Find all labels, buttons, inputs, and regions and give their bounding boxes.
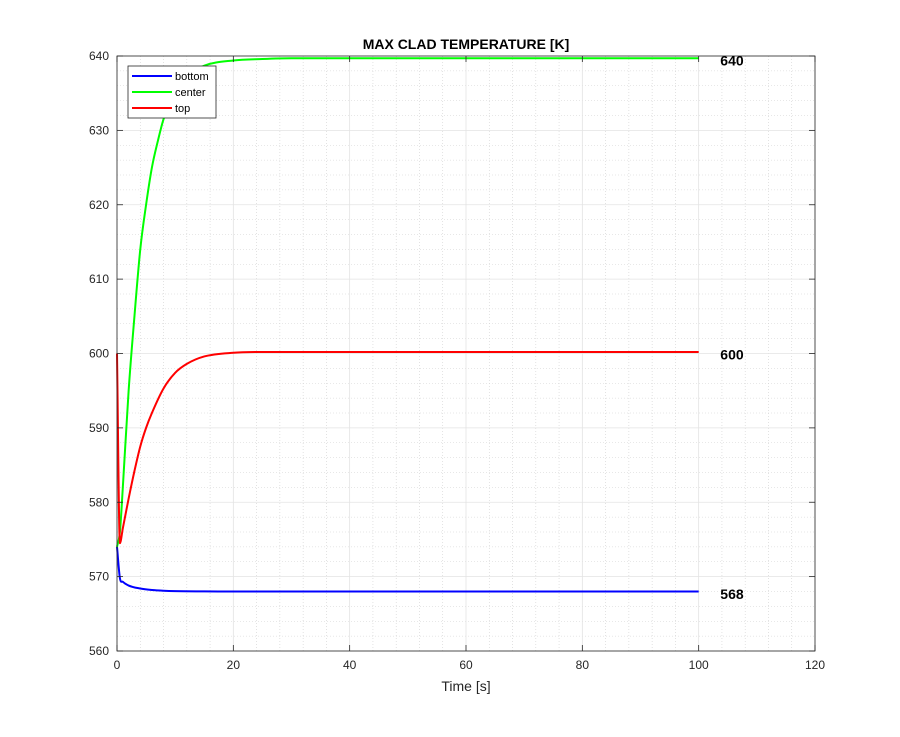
- x-tick-label: 80: [576, 658, 590, 672]
- axis-ticks: [116, 55, 816, 652]
- annotations: 640 600 568: [720, 53, 744, 602]
- y-tick-label: 560: [89, 644, 109, 658]
- legend-label-bottom: bottom: [175, 71, 209, 83]
- legend-label-center: center: [175, 87, 206, 99]
- y-tick-label: 570: [89, 570, 109, 584]
- y-tick-label: 640: [89, 49, 109, 63]
- y-tick-label: 580: [89, 495, 109, 509]
- legend-label-top: top: [175, 103, 190, 115]
- annotation-label: 640: [720, 53, 744, 69]
- x-tick-label: 0: [114, 658, 121, 672]
- x-tick-label: 120: [805, 658, 825, 672]
- tick-labels: 0 20 40 60 80 100 120 560 570 580 590 600 610 620 630 6…: [89, 49, 825, 672]
- annotation-label: 600: [720, 347, 744, 363]
- y-tick-label: 630: [89, 123, 109, 137]
- y-tick-label: 620: [89, 198, 109, 212]
- x-tick-label: 100: [689, 658, 709, 672]
- x-tick-label: 20: [227, 658, 241, 672]
- x-tick-label: 60: [459, 658, 473, 672]
- series-line-bottom: [116, 546, 699, 593]
- legend: bottom center top: [127, 65, 217, 119]
- x-axis-label: Time [s]: [441, 678, 490, 694]
- chart-title: MAX CLAD TEMPERATURE [K]: [363, 36, 570, 52]
- annotation-label: 568: [720, 586, 744, 602]
- y-tick-label: 590: [89, 421, 109, 435]
- y-tick-label: 610: [89, 272, 109, 286]
- series-line-top: [116, 351, 699, 545]
- y-tick-label: 600: [89, 347, 109, 361]
- x-tick-label: 40: [343, 658, 357, 672]
